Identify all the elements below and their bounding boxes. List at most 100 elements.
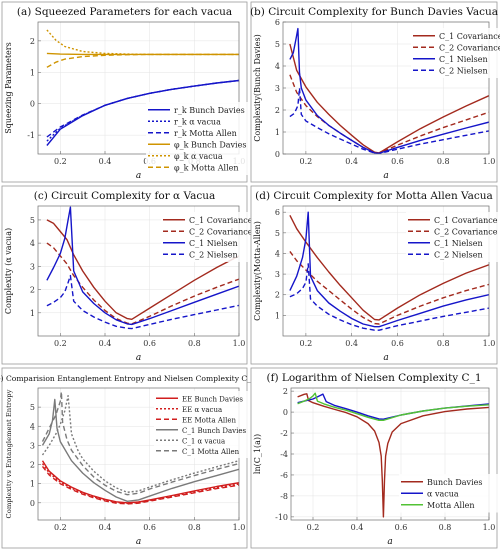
legend-label: C_1 Nielsen bbox=[439, 55, 488, 64]
chart-panel-3: (c) Circuit Complexity for α Vacua 0.2 0.4… bbox=[1, 185, 269, 365]
x-tick-label: 0.4 bbox=[345, 339, 358, 348]
y-tick-label: 4 bbox=[275, 62, 280, 71]
series-line-c-1-nielsen bbox=[289, 211, 489, 328]
series-line-c-1-nielsen bbox=[46, 206, 239, 326]
y-tick-label: 4 bbox=[30, 422, 35, 431]
y-tick-label: -8 bbox=[280, 492, 288, 501]
legend-label: C_1 Covariance bbox=[189, 216, 253, 225]
chart-title: (c) Circuit Complexity for α Vacua bbox=[34, 190, 216, 202]
y-tick-label: 5 bbox=[30, 216, 35, 225]
legend: C_1 Covariance C_2 Covariance C_1 Nielsen C… bbox=[406, 212, 500, 262]
y-tick-label: 3 bbox=[275, 270, 280, 279]
y-tick-label: 5 bbox=[275, 229, 280, 238]
legend-label: C_1 Motta Allen bbox=[182, 448, 240, 456]
legend-label: C_1 α vacua bbox=[182, 437, 225, 445]
y-tick-label: 2 bbox=[275, 106, 280, 115]
legend: C_1 Covariance C_2 Covariance C_1 Nielsen C… bbox=[411, 28, 500, 78]
chart-title: (d) Circuit Complexity for Motta Allen V… bbox=[255, 190, 493, 202]
y-tick-label: 6 bbox=[275, 18, 280, 27]
series-line-ee-vacua bbox=[41, 463, 239, 505]
y-tick-label: 3 bbox=[275, 84, 280, 93]
y-tick-label: 5 bbox=[275, 40, 280, 49]
plot-frame bbox=[37, 21, 240, 155]
y-tick-label: 1 bbox=[30, 68, 35, 77]
legend: Bunch Davies α vacua Motta Allen bbox=[399, 474, 500, 513]
y-tick-label: 5 bbox=[30, 403, 35, 412]
y-tick-label: 1 bbox=[275, 311, 280, 320]
legend-label: r_k Motta Allen bbox=[174, 129, 237, 138]
series-lines bbox=[41, 391, 239, 505]
x-tick-label: 0.6 bbox=[143, 523, 156, 532]
x-tick-label: 1.0 bbox=[233, 523, 246, 532]
x-axis-label: a bbox=[383, 353, 388, 363]
series-line-c-2-covariance bbox=[46, 242, 239, 325]
x-tick-label: 0.8 bbox=[188, 523, 201, 532]
x-tick-label: 0.2 bbox=[54, 339, 67, 348]
plot-frame bbox=[290, 387, 490, 521]
legend-label: EE Bunch Davies bbox=[182, 395, 243, 403]
series-line-r-k-motta-allen bbox=[46, 79, 239, 138]
y-tick-label: 2 bbox=[30, 37, 35, 46]
series-line-c-1-bunch-davies bbox=[41, 398, 239, 502]
x-axis-label: a bbox=[136, 171, 141, 181]
x-tick-label: 0.4 bbox=[351, 523, 364, 532]
legend-label: C_2 Nielsen bbox=[439, 66, 488, 75]
x-tick-label: 0.6 bbox=[391, 157, 404, 166]
x-tick-label: 0.8 bbox=[437, 157, 450, 166]
legend-label: C_2 Covariance bbox=[439, 43, 500, 52]
series-line-k-motta-allen bbox=[46, 53, 239, 68]
series-line-c-1-covariance bbox=[289, 43, 489, 154]
x-tick-label: 1.0 bbox=[483, 523, 496, 532]
series-lines bbox=[297, 392, 489, 518]
legend-label: C_1 Covariance bbox=[434, 216, 498, 225]
legend-label: φ_k α vacua bbox=[174, 152, 223, 161]
y-axis-label: Complexity(Bunch Davies) bbox=[253, 34, 262, 141]
y-tick-label: 4 bbox=[30, 239, 35, 248]
x-tick-label: 0.6 bbox=[391, 339, 404, 348]
chart-title: (a) Squeezed Parameters for each vacua bbox=[17, 6, 232, 18]
plot-frame bbox=[282, 21, 490, 155]
series-line-bunch-davies bbox=[297, 393, 489, 518]
x-tick-label: 1.0 bbox=[233, 339, 246, 348]
y-tick-label: 0 bbox=[30, 499, 35, 508]
series-lines bbox=[46, 29, 239, 146]
x-tick-label: 0.6 bbox=[395, 523, 408, 532]
y-tick-label: 4 bbox=[275, 249, 280, 258]
series-line-c-1-nielsen bbox=[289, 27, 489, 154]
plot-frame bbox=[282, 205, 490, 337]
series-line-c-2-covariance bbox=[289, 250, 489, 325]
y-tick-label: 2 bbox=[30, 461, 35, 470]
series-line-c-1-motta-allen bbox=[41, 391, 239, 496]
series-line-c-2-nielsen bbox=[46, 274, 239, 330]
legend-label: Bunch Davies bbox=[427, 478, 482, 487]
legend-label: EE α vacua bbox=[182, 406, 222, 414]
legend-label: Motta Allen bbox=[427, 501, 475, 510]
y-tick-label: 1 bbox=[275, 128, 280, 137]
y-tick-label: 0 bbox=[283, 408, 288, 417]
x-tick-label: 0.2 bbox=[300, 157, 313, 166]
y-tick-label: -2 bbox=[280, 429, 288, 438]
y-tick-label: 3 bbox=[30, 262, 35, 271]
y-tick-label: 0 bbox=[275, 150, 280, 159]
legend-label: C_2 Covariance bbox=[434, 227, 498, 236]
y-axis-label: Complexity (α vacua) bbox=[4, 228, 13, 314]
chart-panel-5: (e) Comparision Entanglement Entropy and… bbox=[0, 367, 272, 549]
plot-frame bbox=[37, 205, 240, 337]
y-tick-label: 3 bbox=[30, 441, 35, 450]
y-axis-label: Complexity(Motta-Allen) bbox=[253, 221, 262, 321]
x-tick-label: 0.8 bbox=[188, 339, 201, 348]
x-tick-label: 0.8 bbox=[437, 339, 450, 348]
x-tick-label: 0.2 bbox=[307, 523, 320, 532]
series-line-c-2-nielsen bbox=[289, 87, 489, 154]
x-tick-label: 0.4 bbox=[345, 157, 358, 166]
x-tick-label: 0.4 bbox=[99, 523, 112, 532]
legend-label: r_k Bunch Davies bbox=[174, 106, 245, 115]
x-axis-label: a bbox=[136, 537, 141, 547]
x-tick-label: 0.8 bbox=[439, 523, 452, 532]
y-tick-label: 1 bbox=[30, 480, 35, 489]
legend-label: C_1 Bunch Davies bbox=[182, 427, 246, 435]
y-tick-label: -10 bbox=[275, 513, 288, 522]
legend-label: φ_k Motta Allen bbox=[174, 163, 239, 172]
